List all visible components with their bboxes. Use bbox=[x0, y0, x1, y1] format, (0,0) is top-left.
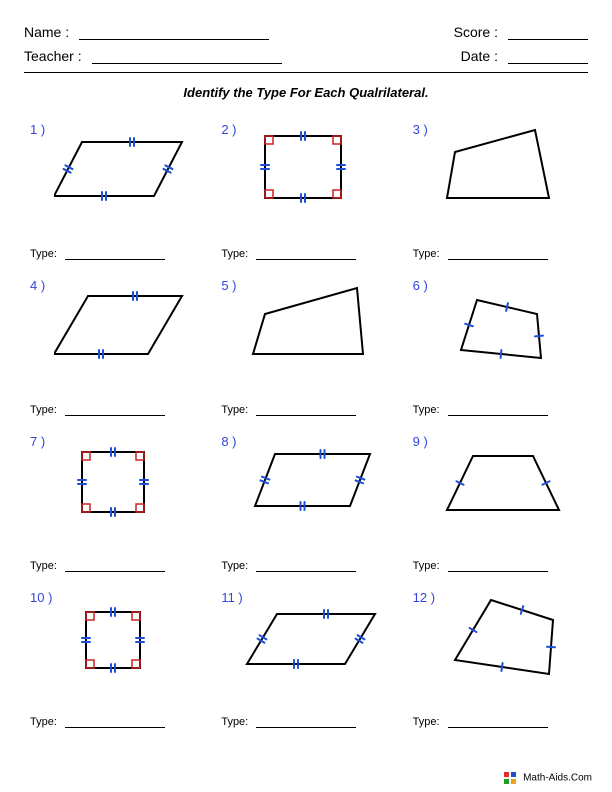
name-field: Name : bbox=[24, 24, 269, 40]
answer-row: Type: bbox=[221, 560, 356, 572]
answer-row: Type: bbox=[221, 716, 356, 728]
answer-row: Type: bbox=[30, 404, 165, 416]
answer-row: Type: bbox=[413, 716, 548, 728]
score-field: Score : bbox=[454, 24, 588, 40]
answer-row: Type: bbox=[413, 404, 548, 416]
footer: Math-Aids.Com bbox=[504, 772, 592, 784]
shape-figure bbox=[245, 280, 385, 380]
question-number: 4 ) bbox=[30, 278, 45, 293]
type-label: Type: bbox=[221, 716, 248, 728]
worksheet-header: Name : Score : Teacher : Date : bbox=[24, 24, 588, 64]
problem-cell: 1 ) Type: bbox=[24, 118, 205, 270]
problem-cell: 9 ) Type: bbox=[407, 430, 588, 582]
type-answer-blank[interactable] bbox=[448, 248, 548, 260]
shape-figure bbox=[245, 592, 385, 692]
teacher-blank[interactable] bbox=[92, 50, 282, 64]
shape-figure bbox=[54, 436, 194, 536]
question-number: 10 ) bbox=[30, 590, 52, 605]
date-label: Date : bbox=[461, 48, 498, 64]
shape-figure bbox=[54, 280, 194, 380]
teacher-label: Teacher : bbox=[24, 48, 82, 64]
problem-cell: 2 ) Type: bbox=[215, 118, 396, 270]
type-answer-blank[interactable] bbox=[65, 716, 165, 728]
question-number: 2 ) bbox=[221, 122, 236, 137]
problem-cell: 11 ) Type: bbox=[215, 586, 396, 738]
answer-row: Type: bbox=[30, 560, 165, 572]
type-answer-blank[interactable] bbox=[256, 716, 356, 728]
type-label: Type: bbox=[30, 248, 57, 260]
shape-figure bbox=[437, 436, 577, 536]
answer-row: Type: bbox=[413, 560, 548, 572]
answer-row: Type: bbox=[221, 248, 356, 260]
type-answer-blank[interactable] bbox=[256, 560, 356, 572]
type-answer-blank[interactable] bbox=[65, 248, 165, 260]
answer-row: Type: bbox=[221, 404, 356, 416]
type-label: Type: bbox=[30, 560, 57, 572]
type-answer-blank[interactable] bbox=[65, 404, 165, 416]
type-answer-blank[interactable] bbox=[256, 404, 356, 416]
problem-cell: 6 ) Type: bbox=[407, 274, 588, 426]
problem-cell: 10 ) Type: bbox=[24, 586, 205, 738]
header-divider bbox=[24, 72, 588, 73]
type-label: Type: bbox=[30, 716, 57, 728]
score-blank[interactable] bbox=[508, 26, 588, 40]
shape-figure bbox=[437, 592, 577, 692]
question-number: 7 ) bbox=[30, 434, 45, 449]
name-label: Name : bbox=[24, 24, 69, 40]
question-number: 6 ) bbox=[413, 278, 428, 293]
answer-row: Type: bbox=[413, 248, 548, 260]
type-answer-blank[interactable] bbox=[448, 404, 548, 416]
type-label: Type: bbox=[221, 404, 248, 416]
footer-text: Math-Aids.Com bbox=[523, 773, 592, 784]
answer-row: Type: bbox=[30, 248, 165, 260]
score-label: Score : bbox=[454, 24, 498, 40]
teacher-field: Teacher : bbox=[24, 48, 282, 64]
shape-figure bbox=[54, 592, 194, 692]
problem-cell: 4 ) Type: bbox=[24, 274, 205, 426]
shape-figure bbox=[54, 124, 194, 224]
problems-grid: 1 ) Type: 2 ) Type: 3 ) Type: 4 ) Type: 5 ) Type:… bbox=[24, 118, 588, 738]
type-label: Type: bbox=[413, 404, 440, 416]
problem-cell: 12 ) Type: bbox=[407, 586, 588, 738]
problem-cell: 3 ) Type: bbox=[407, 118, 588, 270]
question-number: 8 ) bbox=[221, 434, 236, 449]
type-label: Type: bbox=[30, 404, 57, 416]
type-answer-blank[interactable] bbox=[256, 248, 356, 260]
question-number: 3 ) bbox=[413, 122, 428, 137]
type-answer-blank[interactable] bbox=[448, 716, 548, 728]
type-label: Type: bbox=[413, 560, 440, 572]
problem-cell: 7 ) Type: bbox=[24, 430, 205, 582]
question-number: 9 ) bbox=[413, 434, 428, 449]
worksheet-title: Identify the Type For Each Qualrilateral… bbox=[24, 85, 588, 100]
name-blank[interactable] bbox=[79, 26, 269, 40]
type-label: Type: bbox=[221, 560, 248, 572]
type-label: Type: bbox=[221, 248, 248, 260]
problem-cell: 5 ) Type: bbox=[215, 274, 396, 426]
question-number: 12 ) bbox=[413, 590, 435, 605]
date-field: Date : bbox=[461, 48, 588, 64]
problem-cell: 8 ) Type: bbox=[215, 430, 396, 582]
shape-figure bbox=[245, 436, 385, 536]
shape-figure bbox=[437, 280, 577, 380]
shape-figure bbox=[245, 124, 385, 224]
type-label: Type: bbox=[413, 716, 440, 728]
question-number: 1 ) bbox=[30, 122, 45, 137]
question-number: 5 ) bbox=[221, 278, 236, 293]
question-number: 11 ) bbox=[221, 590, 242, 605]
type-answer-blank[interactable] bbox=[448, 560, 548, 572]
type-answer-blank[interactable] bbox=[65, 560, 165, 572]
answer-row: Type: bbox=[30, 716, 165, 728]
type-label: Type: bbox=[413, 248, 440, 260]
date-blank[interactable] bbox=[508, 50, 588, 64]
footer-logo-icon bbox=[504, 772, 516, 784]
shape-figure bbox=[437, 124, 577, 224]
